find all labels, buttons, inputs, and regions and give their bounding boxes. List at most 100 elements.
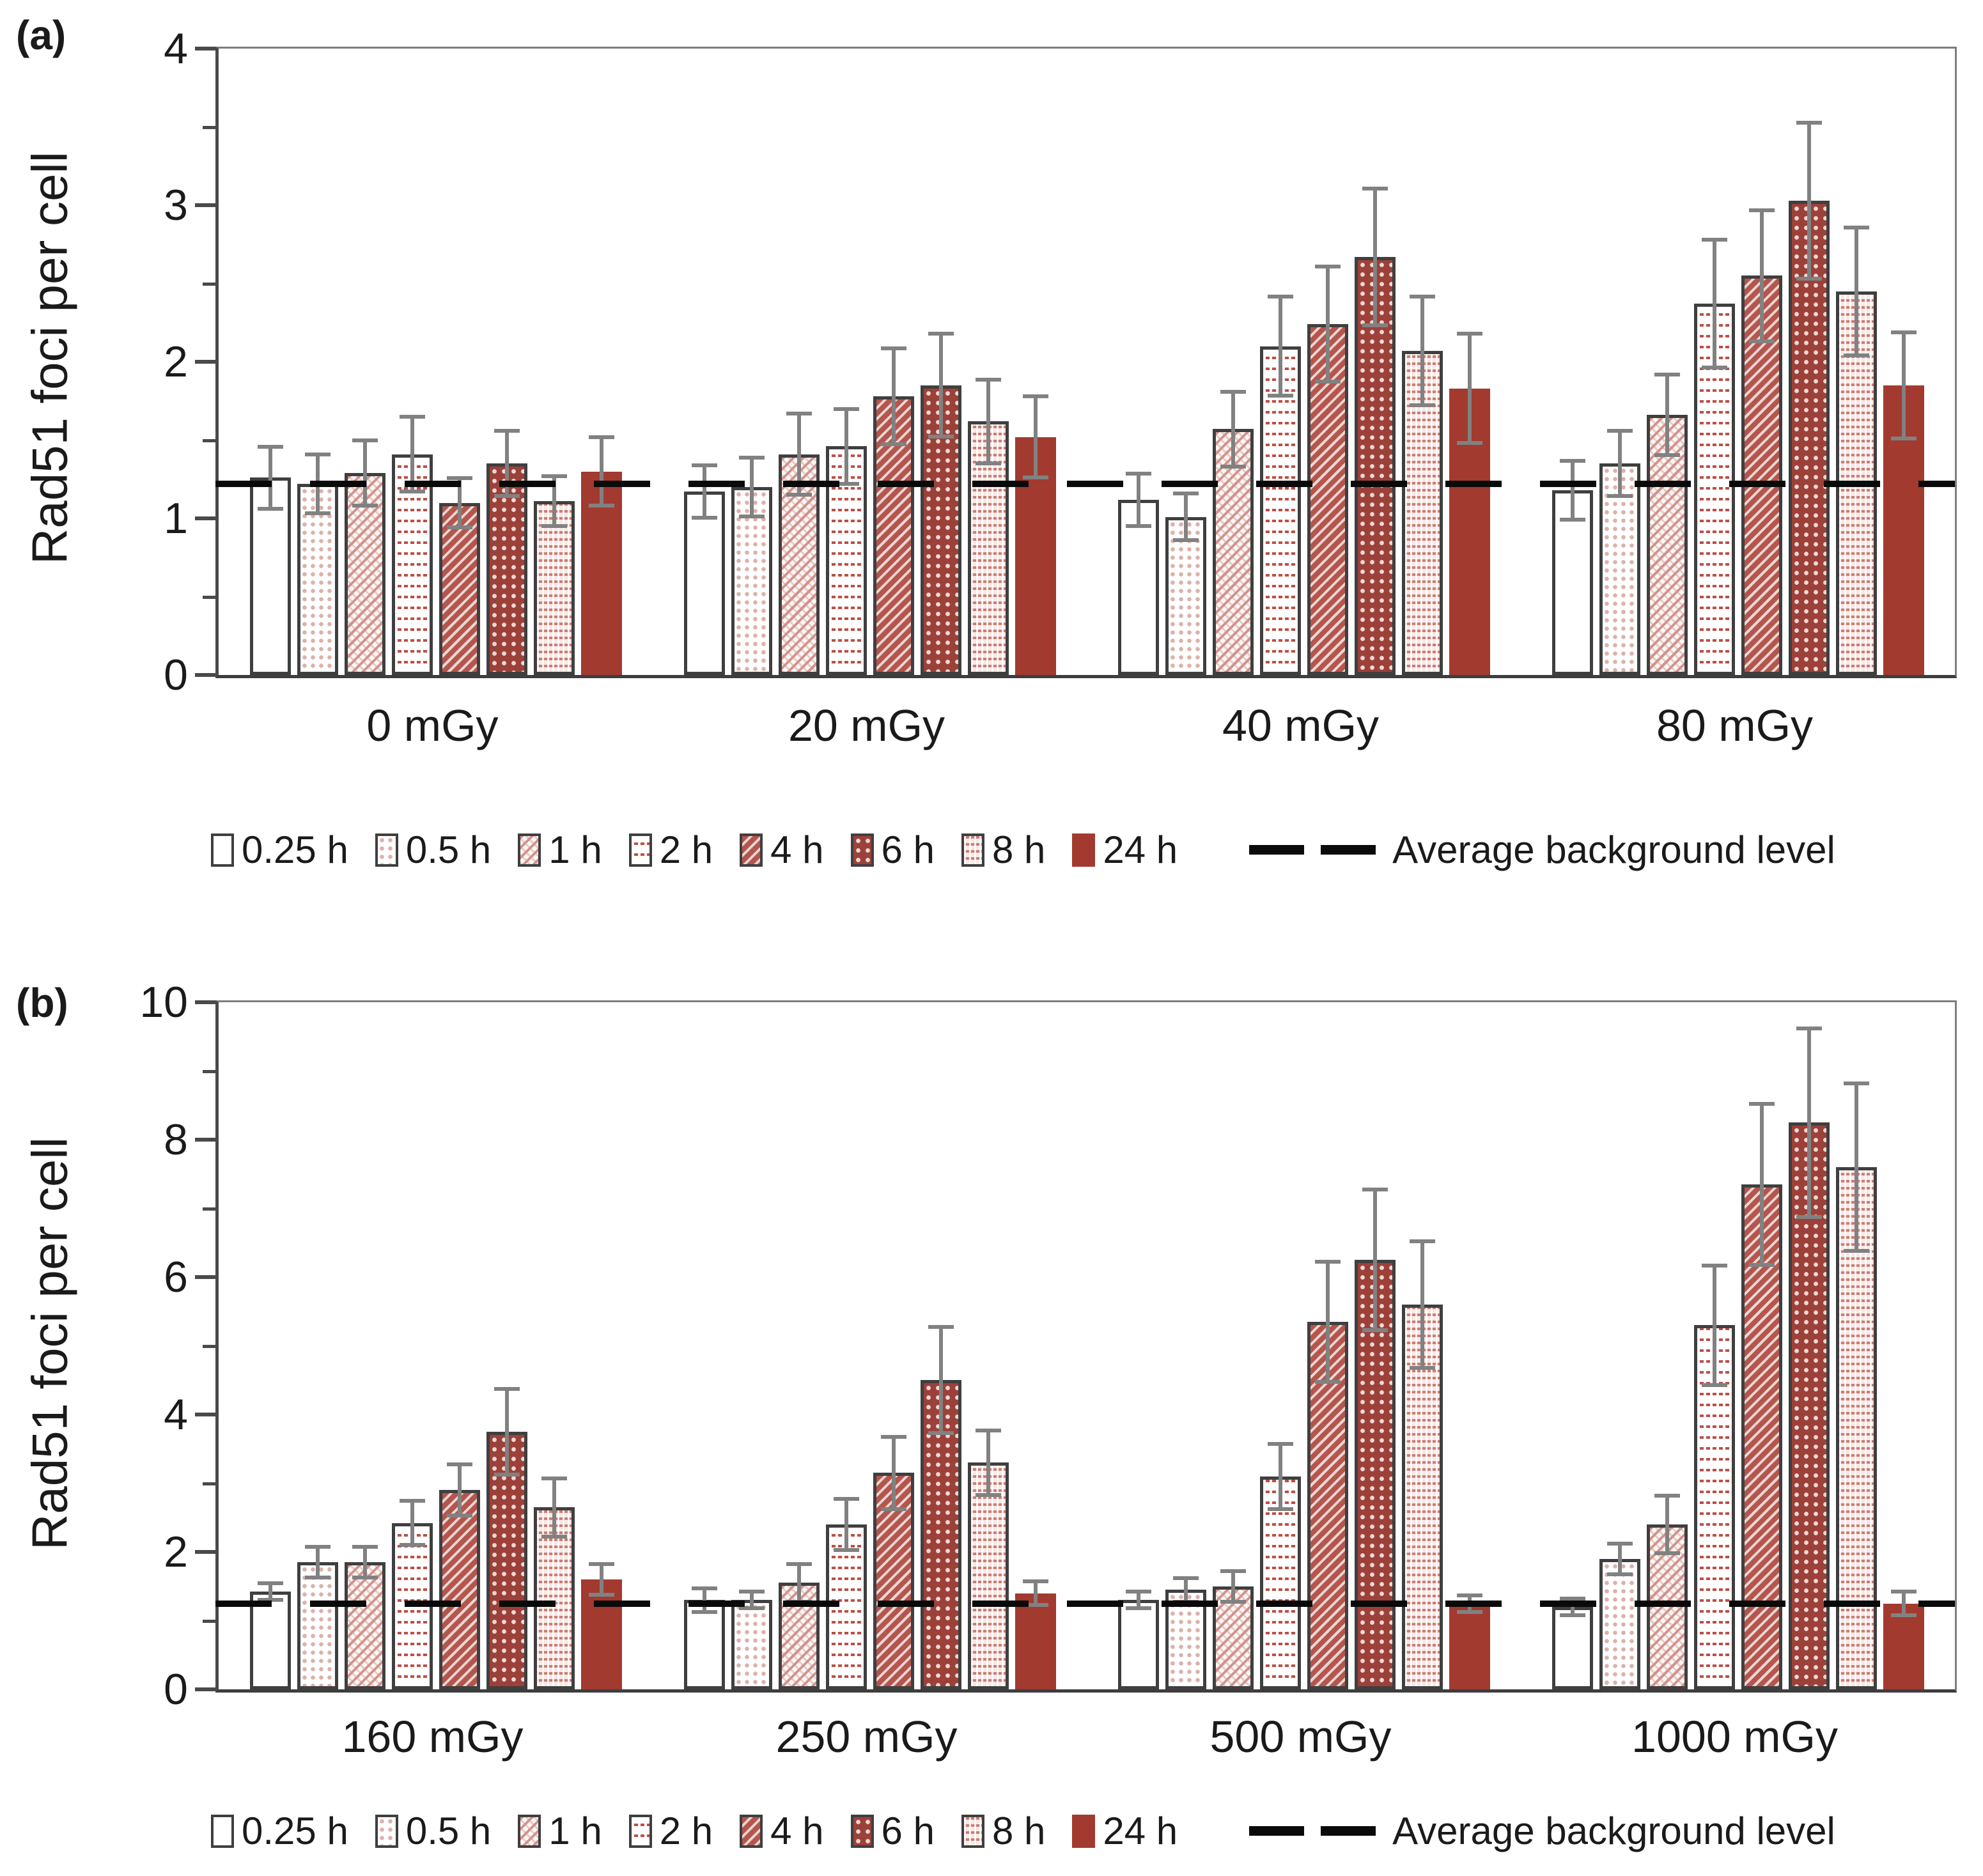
error-bar [1606,1541,1633,1576]
bar-0.25h-250-mGy [683,1600,725,1689]
error-bar-line [268,444,272,511]
error-bar-cap-bottom [1125,523,1151,528]
error-bar-line [1325,265,1330,384]
error-bar-line [1807,1026,1811,1219]
bar-24h-1000-mGy [1883,1603,1924,1689]
error-bar-cap-bottom [1267,1507,1293,1511]
error-bar-line [986,377,990,465]
error-bar-cap-bottom [1172,538,1199,542]
bar-4h-0-mGy [439,502,480,675]
error-bar-line [268,1581,272,1602]
error-bar [786,1562,812,1604]
error-bar [257,1581,283,1602]
error-bar-line [1183,1576,1188,1604]
legend-item-1h: 1 h [518,1809,602,1853]
bar-slot [683,1002,725,1689]
bar-0.5h-0-mGy [297,484,338,675]
legend-swatch-zigzag-icon [628,1814,652,1848]
bar-8h-1000-mGy [1835,1167,1877,1689]
legend-label: Average background level [1392,828,1835,871]
error-bar-cap-bottom [691,1609,717,1614]
y-tick-10 [195,1000,215,1004]
error-bar-cap-top [1796,120,1822,125]
error-bar [541,474,567,528]
error-bar-cap-top [880,1435,906,1439]
error-bar-cap-top [1314,1260,1341,1264]
bar-slot [1835,49,1877,675]
error-bar-line [1373,1188,1377,1332]
bar-group-160-mGy [219,1002,653,1689]
y-tick-label-4: 4 [164,24,188,73]
error-bar-cap-bottom [738,515,765,518]
error-bar-line [1278,294,1282,398]
bar-slot [778,49,820,675]
error-bar [352,1545,378,1579]
legend-label: 0.25 h [242,1810,348,1852]
error-bar-cap-top [738,1590,765,1594]
error-bar-cap-top [1220,1569,1246,1573]
error-bar [1701,238,1727,370]
error-bar [1314,265,1341,384]
error-bar-cap-top [975,1428,1001,1432]
bar-slot [297,1002,338,1689]
error-bar-line [315,1545,320,1579]
bar-slot [778,1002,820,1689]
error-bar-line [552,1476,556,1539]
bar-0.25h-1000-mGy [1551,1607,1593,1689]
panel-a-label: (a) [16,12,66,58]
bar-slot [391,1002,433,1689]
bar-6h-0-mGy [486,463,527,675]
legend-swatch-checker-icon [850,833,874,867]
legend-item-average-background: Average background level [1249,1809,1835,1853]
error-bar-line [1325,1260,1330,1384]
bar-slot [580,1002,622,1689]
error-bar [1409,294,1435,408]
bar-0.5h-160-mGy [297,1562,338,1689]
error-bar-cap-bottom [1654,453,1680,458]
y-minor-tick-5 [203,1344,215,1348]
bar-0.25h-160-mGy [249,1592,291,1689]
error-bar-line [1136,1590,1140,1611]
error-bar-cap-bottom [691,516,717,520]
error-bar-cap-bottom [541,1534,567,1539]
error-bar [1362,1188,1388,1332]
bar-slot [920,49,961,675]
error-bar-cap-bottom [1748,339,1775,343]
error-bar-line [1665,373,1669,458]
error-bar-line [599,435,603,508]
error-bar-cap-top [304,1545,330,1549]
dash-segment [1249,845,1305,855]
bar-slot [873,49,914,675]
error-bar-cap-bottom [1701,1383,1727,1387]
bar-slot [344,1002,385,1689]
error-bar [1654,1493,1680,1556]
error-bar-cap-top [1890,1590,1917,1594]
legend-swatch-dots-icon [375,1814,398,1848]
error-bar-cap-top [1559,1596,1585,1601]
error-bar-cap-top [1748,208,1775,212]
error-bar-cap-top [1843,1081,1869,1085]
bar-8h-250-mGy [967,1462,1009,1689]
error-bar-cap-top [691,1586,717,1590]
panel-a-plot-area: 0 1 2 3 4 [164,27,1957,697]
bar-slot [1354,1002,1396,1689]
error-bar-cap-top [786,412,812,416]
bar-2h-500-mGy [1259,1476,1301,1689]
bar-slot [1741,49,1782,675]
panel-b: (b) Rad51 foci per cell 0 2 4 6 8 10 160 mGy 2… [0,934,1983,1876]
error-bar-cap-top [494,429,520,433]
bar-slot [1212,49,1254,675]
error-bar [1701,1263,1727,1387]
y-tick-label-6: 6 [164,1253,188,1301]
error-bar-cap-top [1022,1579,1048,1583]
error-bar-line [1665,1493,1669,1556]
legend-item-0.5h: 0.5 h [375,828,491,872]
error-bar-line [1033,1579,1038,1607]
error-bar [975,377,1001,465]
error-bar-cap-top [1409,1239,1435,1243]
bar-slot [486,1002,527,1689]
error-bar-line [1759,208,1764,343]
error-bar [588,435,614,508]
legend-swatch-solid-icon [1072,833,1096,867]
bar-slot [391,49,433,675]
